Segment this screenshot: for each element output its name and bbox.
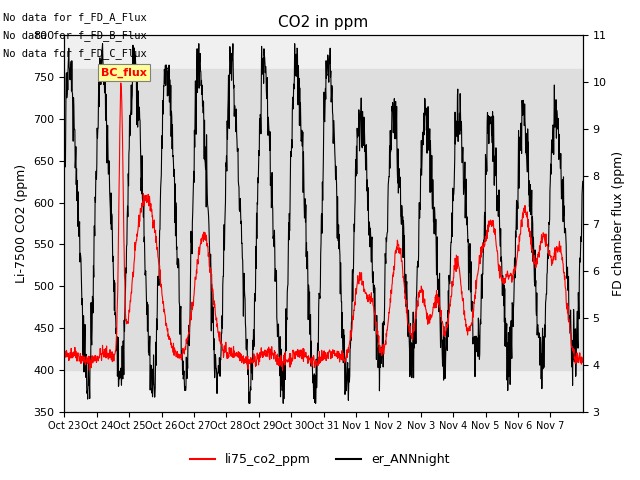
Bar [65, 69, 583, 370]
Title: CO2 in ppm: CO2 in ppm [278, 15, 369, 30]
Y-axis label: Li-7500 CO2 (ppm): Li-7500 CO2 (ppm) [15, 164, 28, 283]
Legend: li75_co2_ppm, er_ANNnight: li75_co2_ppm, er_ANNnight [186, 448, 454, 471]
Text: BC_flux: BC_flux [101, 67, 147, 78]
Text: No data for f_FD_A_Flux: No data for f_FD_A_Flux [3, 12, 147, 23]
Text: No data for f_FD_B_Flux: No data for f_FD_B_Flux [3, 30, 147, 41]
Y-axis label: FD chamber flux (ppm): FD chamber flux (ppm) [612, 151, 625, 296]
Text: No data for f_FD_C_Flux: No data for f_FD_C_Flux [3, 48, 147, 60]
